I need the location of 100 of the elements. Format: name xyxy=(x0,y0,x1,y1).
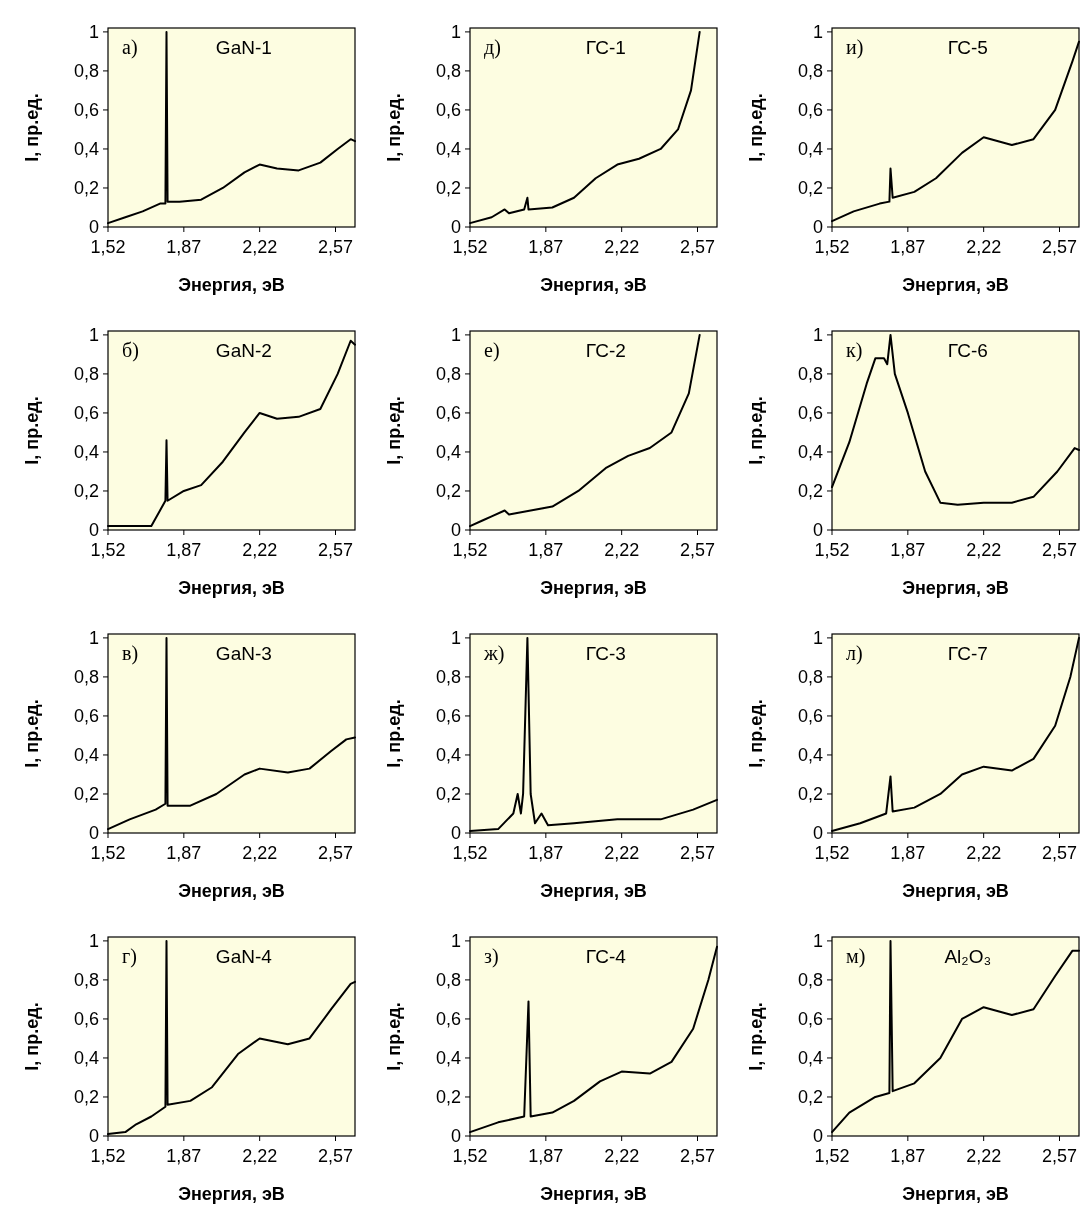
x-tick-label: 2,22 xyxy=(604,1146,640,1166)
x-axis-title: Энергия, эВ xyxy=(178,275,285,295)
y-tick-label: 1 xyxy=(450,325,461,346)
y-tick-label: 0 xyxy=(450,217,461,238)
y-tick-label: 0,6 xyxy=(797,403,823,424)
annotation: е) xyxy=(484,339,500,362)
y-tick-label: 0,2 xyxy=(797,784,823,805)
x-tick-label: 1,52 xyxy=(452,540,488,560)
y-tick-label: 1 xyxy=(450,628,461,649)
y-tick-label: 0,6 xyxy=(435,1009,461,1030)
y-tick-label: 0,6 xyxy=(797,100,823,121)
y-tick-label: 0 xyxy=(88,520,99,541)
y-tick-label: 0,2 xyxy=(797,1087,823,1108)
x-tick-label: 2,57 xyxy=(317,540,354,560)
x-axis-title: Энергия, эВ xyxy=(902,881,1009,901)
x-tick-label: 1,52 xyxy=(814,540,850,560)
y-tick-label: 0,6 xyxy=(435,100,461,121)
y-tick-label: 0,8 xyxy=(435,667,461,688)
y-tick-label: 0,4 xyxy=(435,745,461,766)
y-tick-label: 0 xyxy=(812,520,823,541)
y-tick-label: 0,6 xyxy=(797,1009,823,1030)
x-tick-label: 1,52 xyxy=(90,843,126,863)
x-tick-label: 2,22 xyxy=(242,843,278,863)
x-tick-label: 1,52 xyxy=(90,540,126,560)
x-tick-label: 2,57 xyxy=(317,843,354,863)
x-tick-label: 1,87 xyxy=(528,1146,564,1166)
y-tick-label: 0,2 xyxy=(435,784,461,805)
x-tick-label: 2,57 xyxy=(679,237,716,257)
x-tick-label: 2,22 xyxy=(242,237,278,257)
y-axis-title: I, пр.ед. xyxy=(384,1002,404,1071)
y-tick-label: 0 xyxy=(812,217,823,238)
x-tick-label: 2,57 xyxy=(679,540,716,560)
x-tick-label: 1,87 xyxy=(528,237,564,257)
x-tick-label: 1,87 xyxy=(166,540,202,560)
text: ГС-7 xyxy=(947,643,988,664)
y-tick-label: 0,6 xyxy=(435,706,461,727)
y-tick-label: 0,2 xyxy=(73,178,99,199)
x-tick-label: 2,22 xyxy=(242,540,278,560)
y-tick-label: 0,8 xyxy=(73,61,99,82)
text: ГС-3 xyxy=(585,643,626,664)
y-tick-label: 1 xyxy=(812,325,823,346)
x-tick-label: 1,52 xyxy=(452,843,488,863)
y-axis-title: I, пр.ед. xyxy=(746,1002,766,1071)
y-tick-label: 0 xyxy=(812,823,823,844)
y-tick-label: 0,4 xyxy=(435,442,461,463)
y-tick-label: 0,2 xyxy=(73,784,99,805)
y-tick-label: 0,6 xyxy=(73,100,99,121)
annotation: л) xyxy=(846,642,863,665)
x-tick-label: 1,52 xyxy=(452,1146,488,1166)
y-tick-label: 0,2 xyxy=(435,1087,461,1108)
x-tick-label: 2,57 xyxy=(679,1146,716,1166)
x-axis-title: Энергия, эВ xyxy=(902,1184,1009,1204)
x-tick-label: 2,22 xyxy=(966,843,1002,863)
annotation: а) xyxy=(122,36,138,59)
y-tick-label: 0 xyxy=(88,823,99,844)
x-axis-title: Энергия, эВ xyxy=(540,881,647,901)
x-tick-label: 2,57 xyxy=(317,237,354,257)
x-axis-title: Энергия, эВ xyxy=(178,881,285,901)
y-tick-label: 0,2 xyxy=(435,481,461,502)
x-tick-label: 2,22 xyxy=(604,237,640,257)
x-tick-label: 1,52 xyxy=(90,1146,126,1166)
x-tick-label: 2,22 xyxy=(242,1146,278,1166)
x-axis-title: Энергия, эВ xyxy=(902,275,1009,295)
y-tick-label: 0 xyxy=(450,1126,461,1147)
x-tick-label: 1,87 xyxy=(166,843,202,863)
y-tick-label: 0,2 xyxy=(73,481,99,502)
y-tick-label: 1 xyxy=(88,325,99,346)
y-tick-label: 0,8 xyxy=(797,364,823,385)
x-tick-label: 1,52 xyxy=(814,843,850,863)
text: ГС-2 xyxy=(585,340,626,361)
y-tick-label: 0,6 xyxy=(435,403,461,424)
x-tick-label: 1,52 xyxy=(90,237,126,257)
x-axis-title: Энергия, эВ xyxy=(540,1184,647,1204)
y-tick-label: 0,6 xyxy=(73,706,99,727)
annotation: б) xyxy=(122,339,139,362)
annotation: и) xyxy=(846,36,864,59)
x-tick-label: 1,87 xyxy=(890,540,926,560)
y-axis-title: I, пр.ед. xyxy=(22,1002,42,1071)
y-tick-label: 0,8 xyxy=(435,970,461,991)
y-tick-label: 0,8 xyxy=(73,667,99,688)
text: ГС-5 xyxy=(947,37,988,58)
y-tick-label: 0,4 xyxy=(797,1048,823,1069)
x-tick-label: 2,22 xyxy=(966,237,1002,257)
y-tick-label: 0,4 xyxy=(73,442,99,463)
x-tick-label: 2,57 xyxy=(1041,540,1078,560)
y-axis-title: I, пр.ед. xyxy=(384,93,404,162)
x-tick-label: 2,22 xyxy=(966,540,1002,560)
y-axis-title: I, пр.ед. xyxy=(22,396,42,465)
annotation: м) xyxy=(846,945,866,968)
y-tick-label: 1 xyxy=(812,931,823,952)
y-tick-label: 1 xyxy=(88,628,99,649)
y-axis-title: I, пр.ед. xyxy=(746,396,766,465)
y-tick-label: 0,2 xyxy=(797,178,823,199)
y-tick-label: 0,2 xyxy=(435,178,461,199)
x-tick-label: 1,87 xyxy=(890,843,926,863)
x-tick-label: 2,57 xyxy=(1041,1146,1078,1166)
annotation: ж) xyxy=(483,642,505,665)
y-tick-label: 1 xyxy=(88,22,99,43)
y-tick-label: 1 xyxy=(450,22,461,43)
text: GaN-2 xyxy=(215,340,272,361)
